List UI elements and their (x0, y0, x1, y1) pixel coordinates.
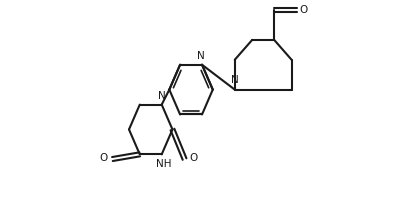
Text: O: O (100, 153, 108, 163)
Text: O: O (299, 5, 307, 15)
Text: N: N (197, 51, 205, 61)
Text: O: O (189, 153, 197, 163)
Text: N: N (231, 75, 239, 85)
Text: NH: NH (156, 159, 172, 169)
Text: N: N (158, 91, 166, 101)
